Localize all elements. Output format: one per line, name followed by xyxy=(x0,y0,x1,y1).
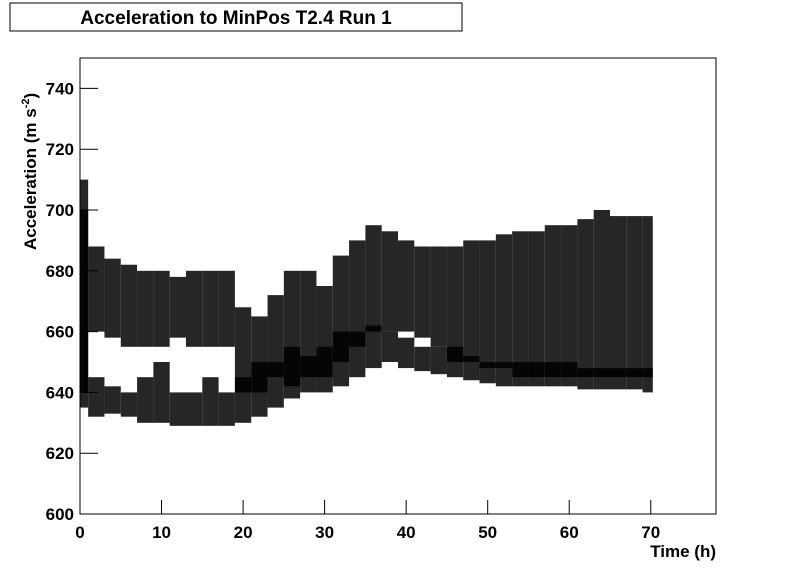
point-cloud xyxy=(104,386,121,414)
point-cloud xyxy=(561,362,578,387)
point-cloud xyxy=(398,240,415,332)
point-cloud xyxy=(234,377,252,423)
point-cloud xyxy=(463,355,480,381)
y-tick-label: 720 xyxy=(46,140,74,159)
point-cloud xyxy=(137,377,154,423)
point-cloud xyxy=(495,234,513,369)
y-tick-label: 740 xyxy=(46,79,74,98)
y-tick-label: 700 xyxy=(46,201,74,220)
point-cloud xyxy=(430,346,447,375)
point-cloud xyxy=(642,368,653,393)
point-cloud xyxy=(104,258,121,338)
x-tick-label: 30 xyxy=(315,523,334,542)
point-cloud xyxy=(316,346,333,393)
title-box xyxy=(9,2,463,32)
point-cloud xyxy=(463,240,480,362)
point-cloud xyxy=(642,216,653,378)
point-cloud xyxy=(137,270,154,347)
plot-frame xyxy=(79,57,717,515)
point-cloud xyxy=(153,362,170,423)
point-cloud xyxy=(300,270,317,378)
point-cloud xyxy=(544,362,562,387)
point-cloud xyxy=(332,331,350,387)
x-tick-label: 70 xyxy=(641,523,660,542)
point-cloud xyxy=(512,362,529,387)
point-cloud xyxy=(202,270,219,347)
point-cloud xyxy=(283,346,301,399)
point-cloud xyxy=(349,331,366,378)
point-cloud xyxy=(365,325,382,369)
point-cloud xyxy=(593,368,610,390)
x-tick-label: 60 xyxy=(560,523,579,542)
point-cloud xyxy=(153,270,170,347)
point-cloud xyxy=(479,362,496,384)
point-cloud xyxy=(80,210,89,408)
point-cloud xyxy=(495,362,513,387)
point-cloud xyxy=(218,392,235,426)
point-cloud xyxy=(169,392,186,426)
y-label-close: ) xyxy=(21,93,40,99)
point-cloud xyxy=(186,392,203,426)
y-label-exponent: -2 xyxy=(20,98,32,108)
point-cloud xyxy=(120,264,138,347)
x-tick-label: 50 xyxy=(478,523,497,542)
point-cloud xyxy=(120,392,138,417)
point-cloud xyxy=(446,246,464,362)
point-cloud xyxy=(381,331,398,362)
point-cloud xyxy=(544,225,562,378)
x-axis-label: Time (h) xyxy=(650,542,716,561)
point-cloud xyxy=(202,377,219,426)
point-cloud xyxy=(251,362,268,417)
y-label-main: Acceleration (m s xyxy=(21,108,40,250)
point-cloud xyxy=(267,295,284,378)
point-cloud xyxy=(414,346,431,372)
y-tick-label: 640 xyxy=(46,383,74,402)
point-cloud xyxy=(349,240,366,347)
point-cloud xyxy=(512,231,529,378)
chart-title: Acceleration to MinPos T2.4 Run 1 xyxy=(80,8,392,29)
point-cloud xyxy=(365,225,382,332)
point-cloud xyxy=(218,270,235,347)
y-tick-label: 620 xyxy=(46,444,74,463)
point-cloud xyxy=(234,307,252,393)
point-cloud xyxy=(267,362,284,408)
point-cloud xyxy=(381,231,398,332)
point-cloud xyxy=(528,231,545,378)
point-cloud xyxy=(88,377,105,417)
point-cloud xyxy=(593,210,610,378)
point-cloud xyxy=(610,368,627,390)
point-cloud xyxy=(610,216,627,378)
point-cloud xyxy=(446,346,464,378)
point-cloud xyxy=(626,216,643,378)
point-cloud xyxy=(577,368,594,390)
point-cloud xyxy=(169,276,186,338)
x-tick-label: 40 xyxy=(397,523,416,542)
point-cloud xyxy=(626,368,643,390)
y-axis-label: Acceleration (m s-2) xyxy=(20,93,40,250)
x-tick-label: 10 xyxy=(152,523,171,542)
point-cloud xyxy=(577,219,594,378)
y-tick-label: 660 xyxy=(46,323,74,342)
point-cloud xyxy=(300,355,317,393)
point-cloud xyxy=(528,362,545,387)
y-tick-label: 600 xyxy=(46,505,74,524)
y-tick-label: 680 xyxy=(46,262,74,281)
point-cloud xyxy=(88,246,105,332)
x-tick-label: 0 xyxy=(75,523,84,542)
point-cloud xyxy=(479,240,496,369)
point-cloud xyxy=(186,270,203,347)
point-cloud xyxy=(561,225,578,378)
x-tick-label: 20 xyxy=(234,523,253,542)
point-cloud xyxy=(430,246,447,347)
point-cloud xyxy=(414,246,431,338)
point-cloud xyxy=(398,337,415,369)
